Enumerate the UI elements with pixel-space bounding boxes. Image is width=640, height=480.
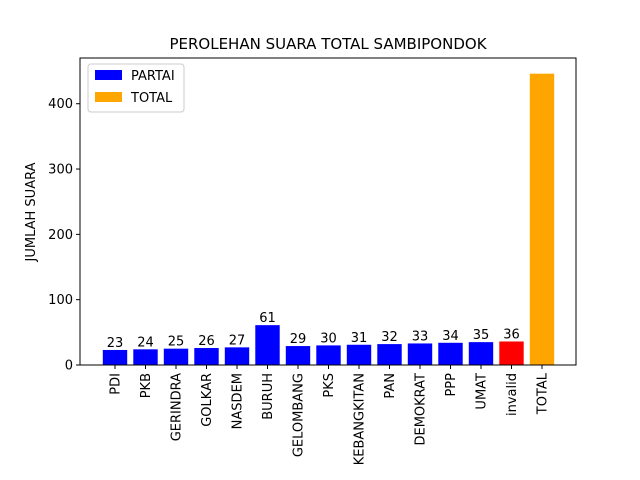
plot-area: 0 100 200 300 400 23 PDI 24 PKB 25 GERINDRA 26 GOLKA… <box>48 73 555 465</box>
data-label: 32 <box>381 330 398 345</box>
x-tick-label: PKS <box>322 373 337 398</box>
data-label: 35 <box>473 328 490 343</box>
bar <box>316 345 341 365</box>
data-label: 29 <box>290 332 307 347</box>
x-tick-label: GELOMBANG <box>292 373 307 457</box>
data-label: 27 <box>229 333 246 348</box>
bar <box>468 342 494 365</box>
x-tick-label: NASDEM <box>231 373 246 429</box>
bar <box>163 348 189 365</box>
bar <box>194 348 219 365</box>
x-tick-label: PKB <box>139 373 154 398</box>
y-tick-label: 200 <box>48 228 73 243</box>
legend-swatch <box>95 92 122 102</box>
bar <box>499 341 524 365</box>
data-label: 61 <box>259 311 276 326</box>
x-tick-label: DEMOKRAT <box>414 373 429 446</box>
x-tick-label: BURUH <box>261 373 276 420</box>
y-tick-label: 0 <box>65 359 73 374</box>
x-tick-label: PPP <box>444 373 459 397</box>
bar <box>255 325 280 365</box>
x-tick-label: KEBANGKITAN <box>353 373 368 465</box>
x-tick-label: TOTAL <box>536 372 551 415</box>
chart-title: PEROLEHAN SUARA TOTAL SAMBIPONDOK <box>169 35 487 53</box>
bar <box>407 343 433 365</box>
x-tick-label: GERINDRA <box>170 373 185 441</box>
data-label: 34 <box>442 329 459 344</box>
data-label: 23 <box>107 336 124 351</box>
data-label: 24 <box>137 335 154 350</box>
y-tick-label: 100 <box>48 293 73 308</box>
legend-swatch <box>95 70 122 80</box>
bar <box>224 347 250 365</box>
legend-label: PARTAI <box>131 69 175 84</box>
y-axis-label: JUMLAH SUARA <box>24 162 39 262</box>
x-tick-label: invalid <box>505 373 520 416</box>
x-tick-label: PDI <box>109 373 124 395</box>
data-label: 30 <box>320 331 337 346</box>
bar <box>438 342 463 365</box>
x-tick-label: UMAT <box>475 373 490 410</box>
data-label: 25 <box>168 335 185 350</box>
bar <box>529 73 555 365</box>
data-label: 33 <box>412 329 429 344</box>
data-label: 31 <box>351 331 368 346</box>
legend: PARTAI TOTAL <box>87 63 185 113</box>
data-label: 36 <box>503 327 520 342</box>
data-label: 26 <box>198 334 215 349</box>
bar <box>285 346 311 365</box>
legend-label: TOTAL <box>130 91 173 106</box>
x-tick-label: GOLKAR <box>200 373 215 427</box>
y-tick-label: 400 <box>48 97 73 112</box>
bar <box>102 349 128 365</box>
bar <box>346 344 372 365</box>
x-tick-label: PAN <box>383 373 398 399</box>
bar <box>377 344 402 365</box>
bar <box>133 349 158 365</box>
plot-frame <box>79 57 577 366</box>
y-tick-label: 300 <box>48 163 73 178</box>
